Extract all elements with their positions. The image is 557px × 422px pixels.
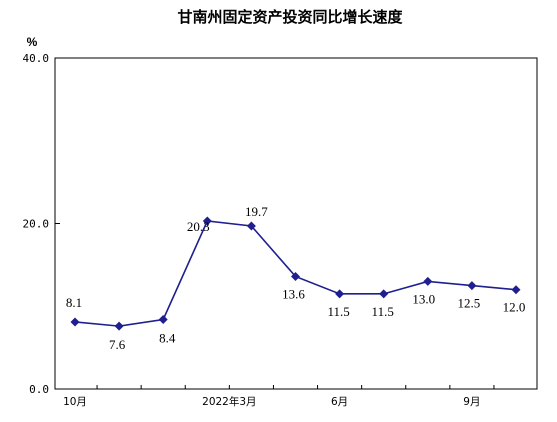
x-tick-label: 9月 — [463, 396, 480, 408]
data-point-marker — [335, 289, 345, 299]
data-point-marker — [511, 285, 521, 295]
data-label: 11.5 — [327, 304, 349, 319]
data-labels: 8.1 7.6 8.4 20.3 19.7 13.6 11.5 11.5 13.0 12.5 12.… — [66, 204, 526, 352]
data-point-marker — [70, 317, 80, 327]
data-label: 13.0 — [412, 291, 435, 306]
axis-ticks: 0.0 20.0 40.0 10月 2022年3月 6月 9月 — [23, 52, 495, 408]
data-point-marker — [423, 276, 433, 286]
data-point-marker — [379, 289, 389, 299]
data-point-marker — [467, 281, 477, 291]
y-tick-label: 40.0 — [23, 52, 50, 65]
plot-area — [54, 57, 538, 390]
data-label: 12.5 — [458, 296, 481, 311]
x-tick-label: 2022年3月 — [202, 395, 256, 408]
y-axis-unit: % — [27, 35, 38, 49]
y-tick-label: 0.0 — [29, 383, 49, 396]
plot-frame — [54, 57, 538, 390]
data-label: 8.1 — [66, 295, 82, 310]
y-tick-label: 20.0 — [23, 218, 50, 231]
data-point-marker — [246, 221, 256, 231]
data-label: 13.6 — [282, 286, 305, 301]
data-label: 8.4 — [159, 330, 176, 345]
data-label: 7.6 — [109, 337, 126, 352]
data-point-marker — [202, 216, 212, 226]
data-label: 19.7 — [245, 204, 268, 219]
data-label: 20.3 — [187, 219, 210, 234]
series-group — [70, 216, 521, 331]
data-label: 11.5 — [372, 304, 394, 319]
data-label: 12.0 — [503, 300, 526, 315]
x-tick-label: 6月 — [331, 396, 348, 408]
data-point-marker — [114, 321, 124, 331]
x-tick-label: 10月 — [63, 396, 87, 408]
data-point-marker — [158, 314, 168, 324]
data-point-marker — [291, 271, 300, 281]
chart-title: 甘南州固定资产投资同比增长速度 — [177, 8, 403, 26]
